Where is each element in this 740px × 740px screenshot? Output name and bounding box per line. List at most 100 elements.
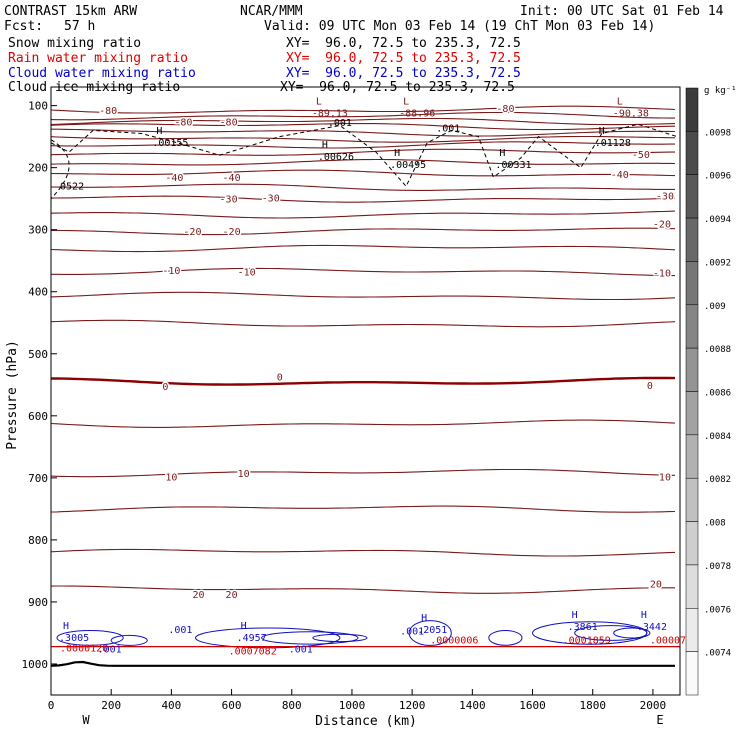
extremum-marker: L [316,97,322,108]
isotherm-label: -30 [220,195,238,206]
cloud-water-contour [408,620,452,646]
isotherm-label: -10 [162,266,180,277]
colorbar-label: .0078 [704,562,731,572]
extremum-value: .00331 [495,160,531,171]
field-name-cloud: Cloud water mixing ratio [8,66,196,81]
colorbar-swatch [685,174,699,219]
isotherm-label: 10 [659,473,671,484]
isotherm-label: -40 [611,170,629,181]
x-tick-label: 2000 [640,699,667,712]
extremum-marker: L [403,97,409,108]
west-label: W [82,713,90,727]
isotherm-line [50,244,676,253]
colorbar-swatch [685,347,699,392]
org-name: NCAR/MMM [240,4,303,19]
extremum-marker: H [421,613,427,624]
contour-value-label: .001 [328,118,352,129]
x-axis-label: Distance (km) [315,714,417,729]
extremum-value: .0000120 [60,643,108,654]
x-tick-label: 1600 [519,699,546,712]
isotherm-line [50,585,675,594]
cloud-ice-group [50,123,678,200]
isotherm-line [50,505,676,513]
contour-value-label: .001 [289,645,313,656]
colorbar-swatch [685,261,699,306]
extremum-marker: H [156,126,162,137]
cloud-water-contour [195,627,341,649]
isotherm-label: -30 [262,193,280,204]
extremum-value: -89.13 [312,109,348,120]
y-tick-label: 900 [28,596,48,609]
isotherm-line [50,548,676,557]
colorbar-label: .009 [704,302,726,312]
x-tick-label: 400 [161,699,181,712]
fcst-label: Fcst: [4,19,44,34]
colorbar-swatch [685,131,699,175]
isotherm-label: 20 [192,590,204,601]
extremum-value: .3005 [59,633,89,644]
x-tick-label: 0 [48,699,55,712]
isotherm-label: 20 [226,590,238,601]
colorbar-label: .0098 [704,128,731,138]
isotherm-label: -10 [653,269,671,280]
x-tick-label: 600 [222,699,242,712]
surface-line [50,660,675,667]
isotherm-line [50,135,676,143]
isotherm-line [50,210,676,219]
cloud-water-contour [110,634,148,646]
extremum-marker: H [641,610,647,621]
extremum-value: .01128 [595,138,631,149]
field-name-rain: Rain water mixing ratio [8,51,189,66]
colorbar: .0098 .0096 .0094 .0092 .009 .0088 .0086 .0084.… [685,87,731,696]
extremum-value: .0000727 [650,635,698,646]
isotherm-line [50,117,676,126]
isotherm-line [50,319,676,328]
x-tick-label: 1000 [339,699,366,712]
isotherm-label: -40 [165,173,183,184]
y-tick-label: 300 [28,224,48,237]
colorbar-swatch [685,304,699,349]
axes-group: Distance (km) Pressure (hPa) W E g kg⁻¹ … [5,86,737,729]
extremum-value: .0000006 [430,635,478,646]
isotherm-label: -20 [223,227,241,238]
isotherm-line [50,169,676,177]
extremum-value: -88.96 [399,109,435,120]
isotherm-label: 20 [650,579,662,590]
colorbar-label: .0088 [704,345,731,355]
isotherm-label: 10 [238,469,250,480]
extremum-value: .00155 [152,138,188,149]
field-xy-rain: XY= 96.0, 72.5 to 235.3, 72.5 [286,51,521,66]
extremum-value: -90.38 [613,109,649,120]
isotherm-label: -40 [223,173,241,184]
isotherm-line [51,267,675,277]
isotherm-label: -50 [632,150,650,161]
contour-value-label: .001 [400,627,424,638]
isotherm-line [50,111,675,121]
isotherm-label: 0 [647,381,653,392]
extremum-value: .4957 [237,633,267,644]
isotherm-line [50,468,676,478]
colorbar-swatch [685,87,699,132]
y-tick-label: 700 [28,472,48,485]
cloud-water-contour [574,625,648,641]
rain-group [50,646,680,667]
isotherm-label: -20 [653,219,671,230]
y-tick-label: 1000 [22,658,49,671]
field-xy-cloud: XY= 96.0, 72.5 to 235.3, 72.5 [286,66,521,81]
isotherm-label: -80 [496,104,514,115]
y-tick-label: 600 [28,410,48,423]
x-tick-label: 200 [101,699,121,712]
colorbar-unit: g kg⁻¹ [704,86,737,96]
isotherm-line [50,183,675,191]
y-tick-label: 400 [28,286,48,299]
colorbar-swatch [685,477,699,522]
colorbar-swatch [685,434,699,479]
isotherm-group [50,105,676,594]
cloud-ice-contour [50,123,678,188]
extremum-value: .0001859 [563,635,611,646]
contour-value-label: .001 [98,645,122,656]
cloud-water-contour [488,630,523,646]
valid-time: Valid: 09 UTC Mon 03 Feb 14 (19 ChT Mon … [264,19,656,34]
isotherm-line [50,148,675,156]
